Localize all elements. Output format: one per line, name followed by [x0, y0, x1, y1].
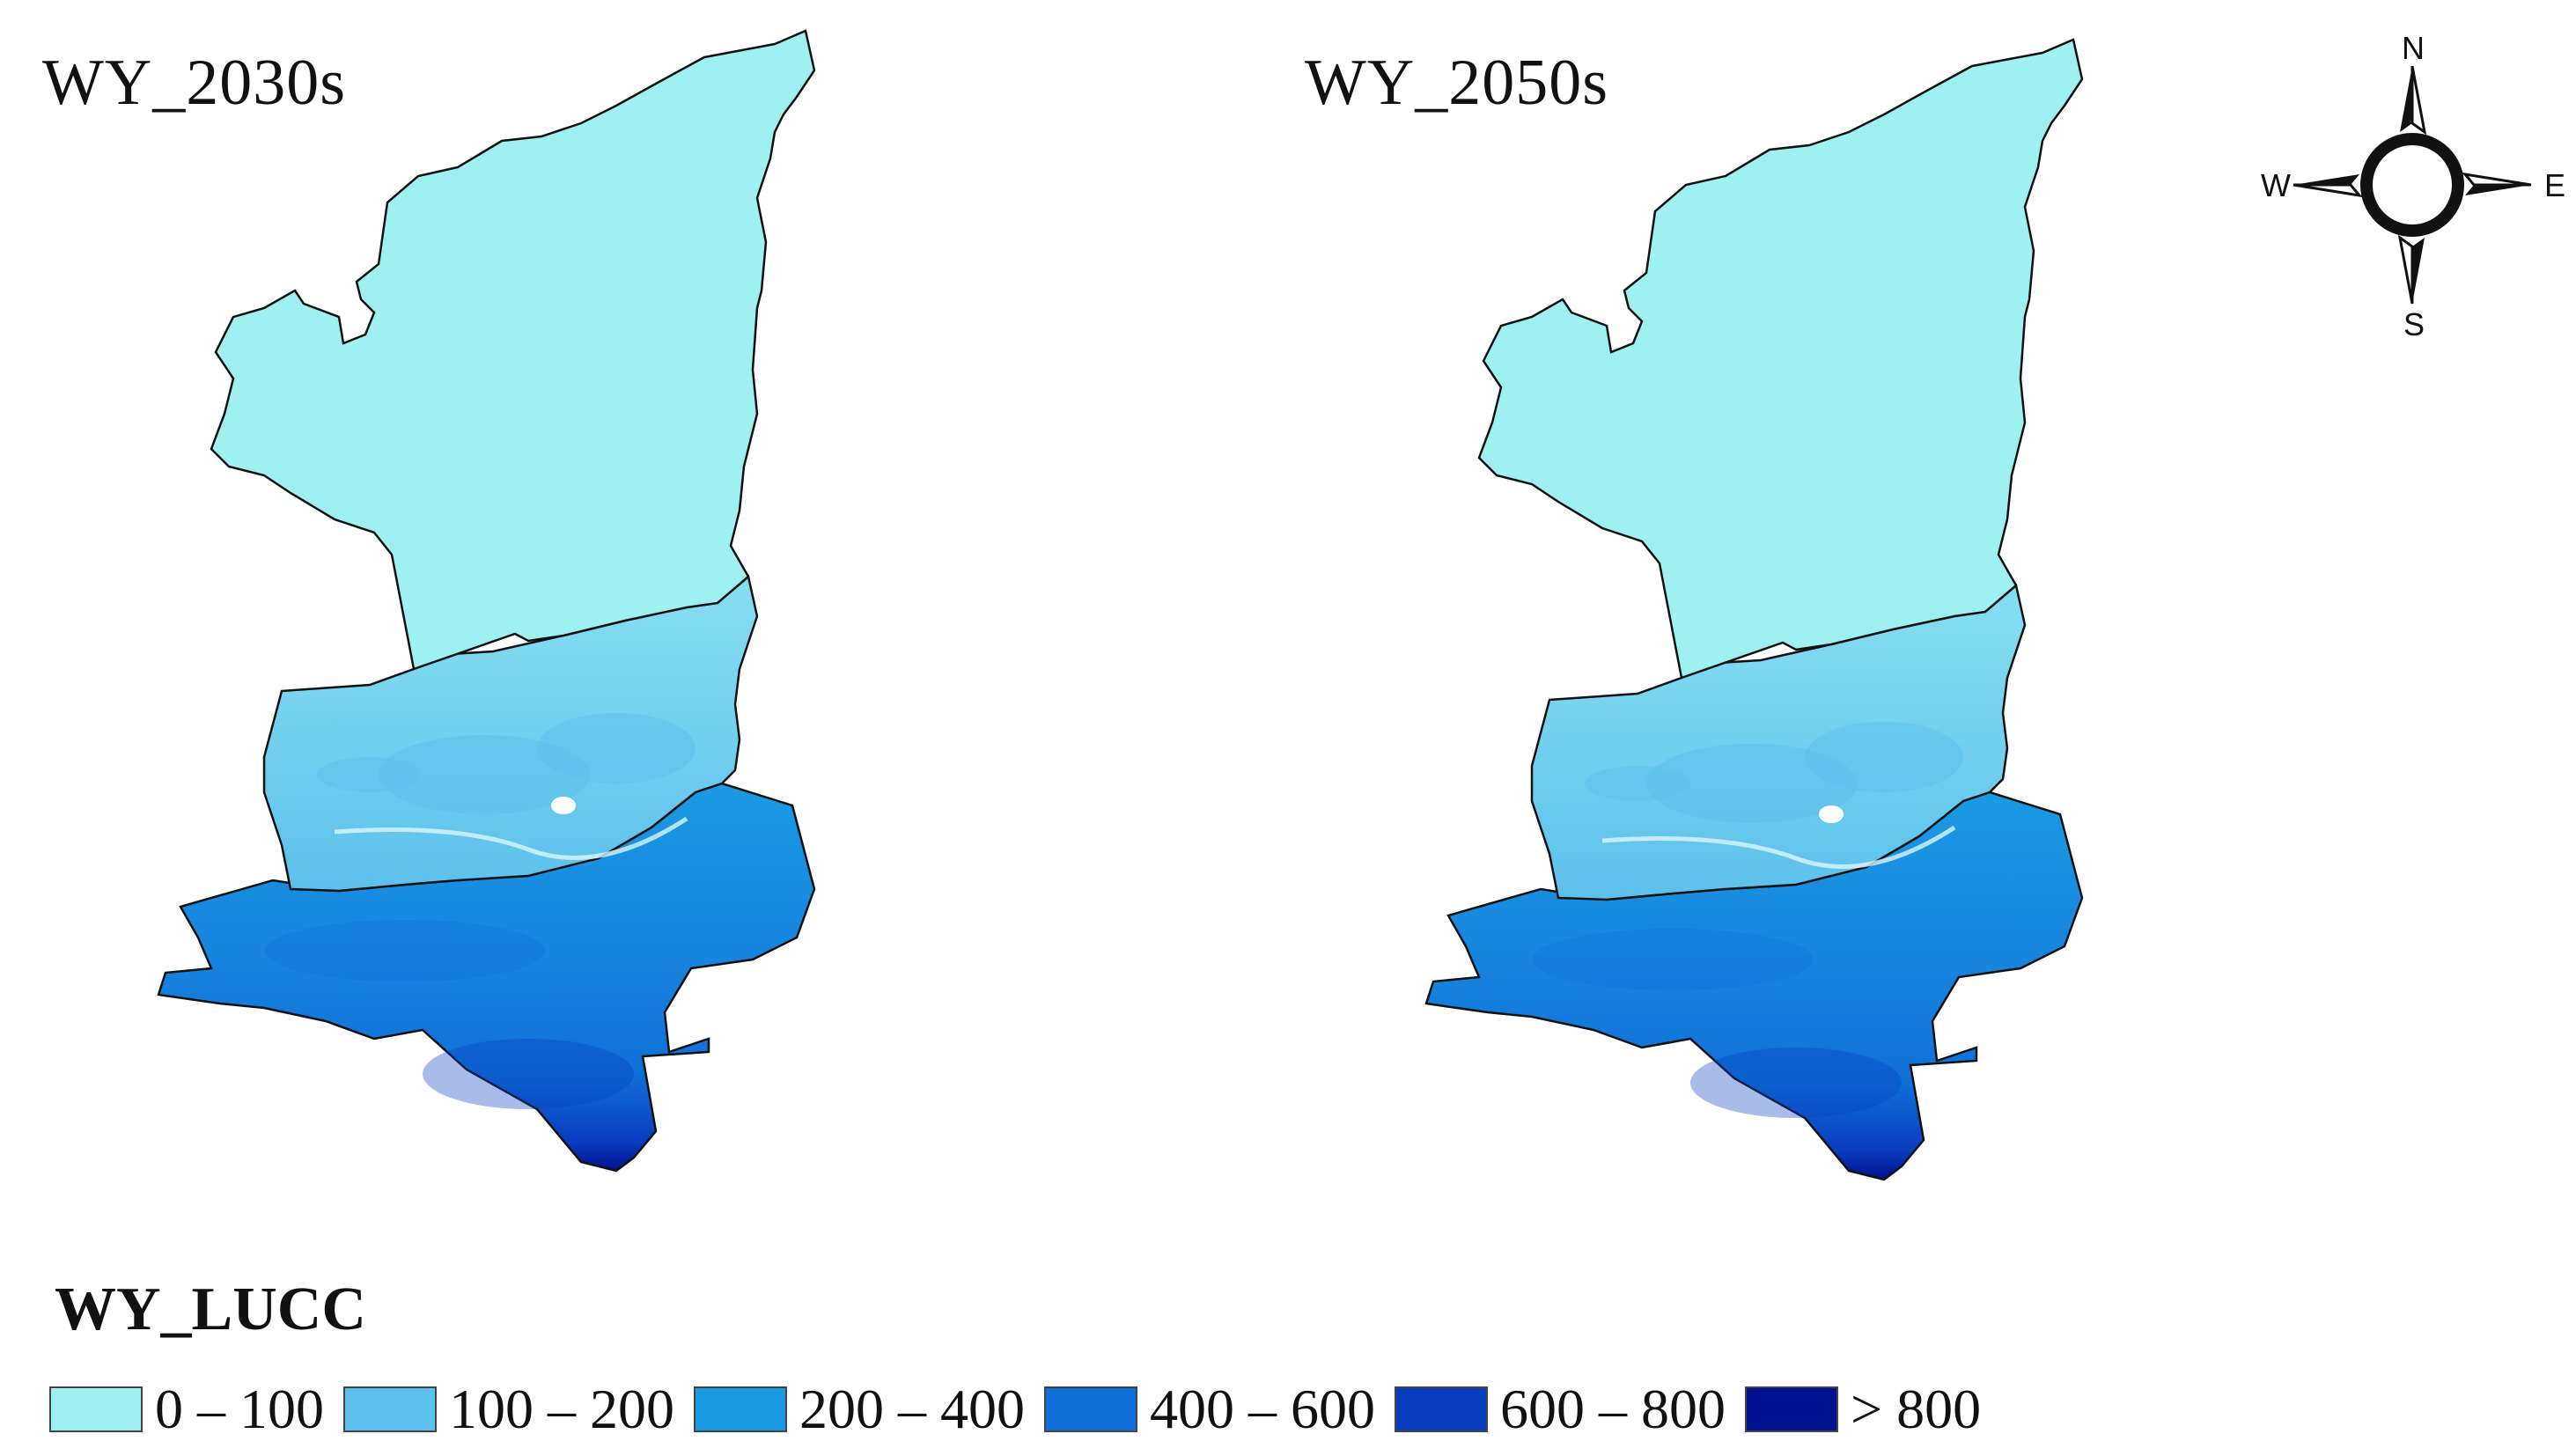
compass-north-label: N — [2402, 30, 2425, 66]
legend-swatch — [1745, 1386, 1838, 1432]
legend: 0 – 100 100 – 200 200 – 400 400 – 600 60… — [49, 1378, 2000, 1441]
legend-item: 400 – 600 — [1044, 1377, 1375, 1442]
region-map-2050s — [1424, 38, 2084, 1181]
north-arrow-compass-icon: N S E W — [2245, 26, 2576, 343]
legend-item: 0 – 100 — [49, 1377, 324, 1442]
legend-swatch — [343, 1386, 437, 1432]
legend-item: 100 – 200 — [343, 1377, 674, 1442]
map-title-2050s: WY_2050s — [1305, 47, 1609, 119]
legend-label: > 800 — [1851, 1378, 1982, 1440]
legend-item: > 800 — [1745, 1377, 1981, 1442]
legend-label: 200 – 400 — [799, 1378, 1025, 1440]
region-map-2030s — [157, 29, 816, 1173]
legend-title: WY_LUCC — [55, 1276, 366, 1343]
middle-zone — [262, 574, 759, 893]
middle-zone — [1530, 583, 2027, 901]
legend-label: 400 – 600 — [1150, 1378, 1375, 1440]
map-title-2030s: WY_2030s — [42, 47, 347, 119]
legend-swatch — [49, 1386, 143, 1432]
north-zone — [210, 29, 816, 671]
legend-label: 600 – 800 — [1500, 1378, 1726, 1440]
map-panel-2050s — [1268, 0, 2544, 1232]
legend-item: 600 – 800 — [1395, 1377, 1726, 1442]
north-zone — [1477, 38, 2084, 680]
compass-south-label: S — [2403, 306, 2425, 342]
compass-rose-icon — [2293, 65, 2532, 305]
legend-item: 200 – 400 — [694, 1377, 1025, 1442]
legend-swatch — [694, 1386, 787, 1432]
legend-swatch — [1044, 1386, 1137, 1432]
map-panel-2030s — [0, 0, 1277, 1232]
compass-east-label: E — [2544, 167, 2566, 203]
legend-label: 0 – 100 — [155, 1378, 324, 1440]
legend-label: 100 – 200 — [449, 1378, 674, 1440]
legend-swatch — [1395, 1386, 1488, 1432]
compass-west-label: W — [2261, 167, 2291, 203]
